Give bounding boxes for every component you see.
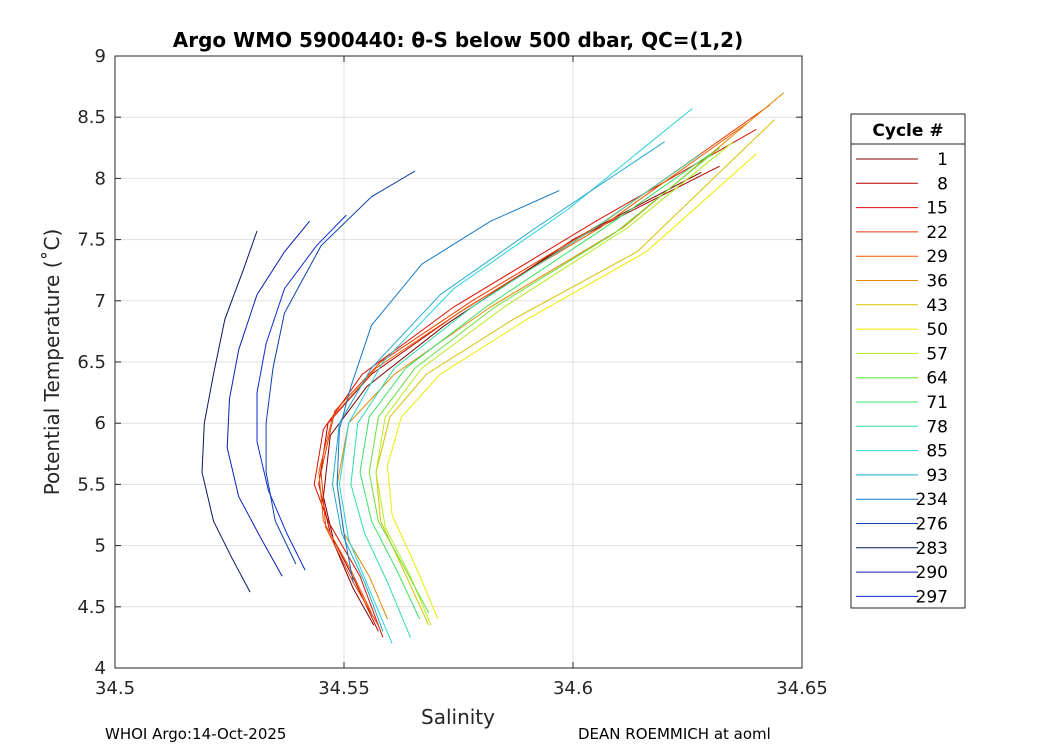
y-axis-label: Potential Temperature (˚C): [40, 229, 64, 496]
y-tick-label: 7: [95, 291, 106, 312]
x-axis-label: Salinity: [421, 705, 495, 729]
chart-title: Argo WMO 5900440: θ-S below 500 dbar, QC…: [173, 28, 743, 52]
series-line-290: [226, 220, 310, 577]
x-tick-label: 34.55: [318, 678, 370, 699]
footer-left: WHOI Argo:14-Oct-2025: [105, 725, 287, 743]
y-tick-label: 5.5: [77, 474, 106, 495]
legend-label-64: 64: [926, 369, 948, 389]
series-line-64: [368, 147, 720, 614]
y-tick-label: 7.5: [77, 230, 106, 251]
legend-box: [850, 113, 966, 609]
series-line-283: [201, 230, 258, 593]
y-tick-label: 6: [95, 413, 106, 434]
series-line-43: [375, 119, 775, 626]
series-line-234: [336, 190, 560, 583]
series-line-29: [318, 122, 748, 614]
y-tick-label: 4.5: [77, 597, 106, 618]
series-line-15: [313, 128, 757, 638]
footer-right: DEAN ROEMMICH at aoml: [578, 725, 771, 743]
series-line-276: [265, 170, 416, 565]
legend-label-8: 8: [937, 174, 948, 194]
series-line-57: [375, 141, 734, 626]
y-tick-label: 4: [95, 658, 106, 679]
legend-label-43: 43: [926, 296, 948, 316]
legend-label-85: 85: [926, 442, 948, 462]
x-tick-label: 34.65: [776, 678, 828, 699]
legend-label-1: 1: [937, 150, 948, 170]
legend-label-57: 57: [926, 344, 948, 364]
x-tick-label: 34.6: [553, 678, 593, 699]
series-line-93: [331, 141, 665, 632]
legend-label-276: 276: [916, 515, 948, 535]
legend-label-290: 290: [916, 563, 948, 583]
axis-ticks: 34.5 34.55 34.6 34.65 4 4.5 5 5.5 6 6.5 7 7.5 8 8.5 9: [77, 46, 827, 699]
legend-label-93: 93: [926, 466, 948, 486]
legend-label-234: 234: [916, 490, 948, 510]
y-tick-label: 6.5: [77, 352, 106, 373]
legend-label-50: 50: [926, 320, 948, 340]
legend-label-15: 15: [926, 199, 948, 219]
legend-label-283: 283: [916, 539, 948, 559]
legend-label-297: 297: [916, 587, 948, 607]
plot-series: [201, 92, 785, 644]
y-tick-label: 8: [95, 168, 106, 189]
legend-label-78: 78: [926, 417, 948, 437]
legend: Cycle # 1 8 15 22 29 36 43 50 57 64 71 78 85 93 234 276…: [850, 113, 966, 609]
y-tick-label: 8.5: [77, 107, 106, 128]
legend-label-71: 71: [926, 393, 948, 413]
y-tick-label: 9: [95, 46, 106, 67]
series-line-78: [350, 153, 702, 638]
legend-label-29: 29: [926, 247, 948, 267]
series-line-297: [256, 214, 347, 571]
legend-title: Cycle #: [872, 121, 943, 141]
series-line-71: [359, 153, 711, 620]
x-tick-label: 34.5: [95, 678, 135, 699]
series-line-85: [338, 108, 693, 644]
y-tick-label: 5: [95, 536, 106, 557]
legend-label-36: 36: [926, 272, 948, 292]
series-line-22: [320, 104, 771, 626]
legend-label-22: 22: [926, 223, 948, 243]
series-line-50: [386, 153, 757, 620]
